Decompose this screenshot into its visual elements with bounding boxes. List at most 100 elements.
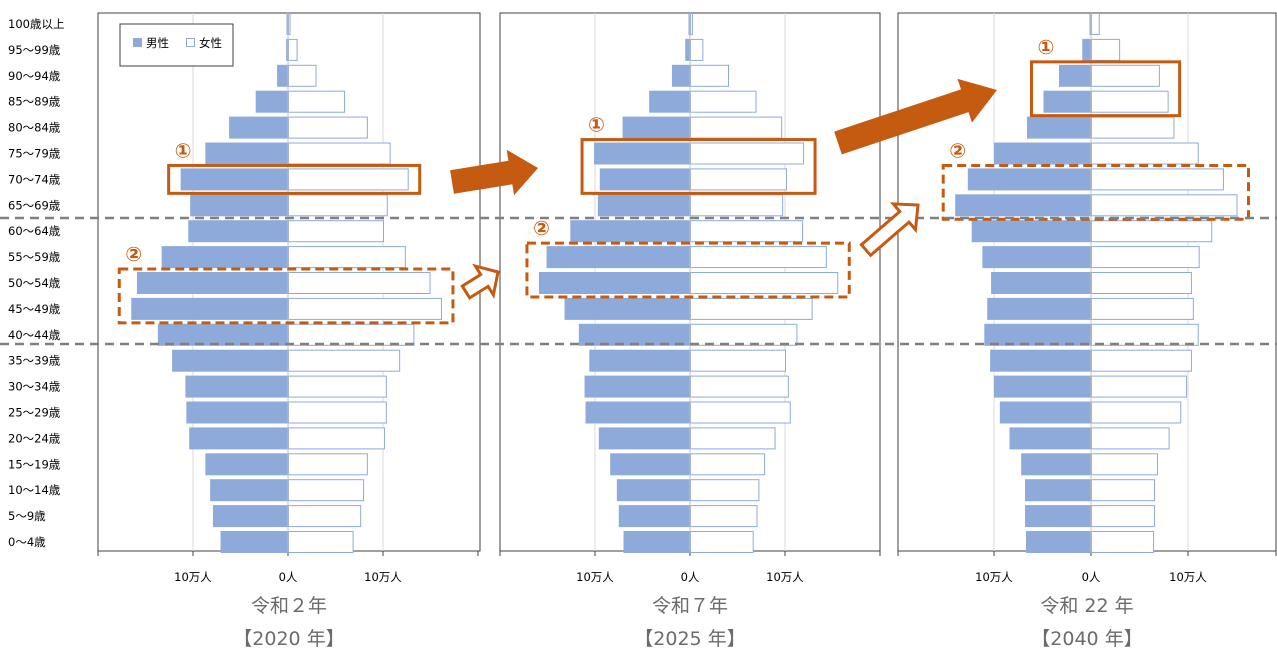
- male-bar: [157, 323, 288, 346]
- male-bar: [618, 505, 690, 528]
- arrow-outline-2020-2025: [460, 263, 500, 300]
- male-bar: [622, 116, 690, 139]
- female-bar: [690, 323, 798, 346]
- female-bar: [690, 479, 760, 502]
- female-bar: [288, 38, 298, 61]
- male-bar: [584, 375, 690, 398]
- age-label: 50～54歳: [8, 276, 61, 290]
- tick-label: 10万人: [576, 570, 614, 584]
- arrow-outline-2025-2040: [859, 202, 920, 258]
- male-bar: [991, 272, 1091, 294]
- male-bar: [189, 427, 288, 450]
- female-bar: [1091, 453, 1158, 476]
- male-bar: [585, 401, 690, 424]
- female-bar: [690, 13, 693, 35]
- female-bar: [1091, 349, 1192, 372]
- male-bar: [210, 479, 288, 502]
- male-bar: [623, 531, 690, 553]
- callout-number: ①: [175, 138, 192, 162]
- female-bar: [1091, 375, 1188, 398]
- female-bar: [288, 531, 354, 553]
- transition-arrows: [450, 78, 997, 300]
- male-bar: [186, 401, 288, 424]
- male-bar: [205, 142, 288, 165]
- male-bar: [987, 297, 1091, 320]
- female-bar: [690, 505, 758, 528]
- legend-male-swatch: [133, 38, 142, 47]
- age-label: 25～29歳: [8, 406, 61, 420]
- female-bar: [288, 194, 388, 217]
- male-bar: [185, 375, 288, 398]
- male-bar: [578, 323, 690, 346]
- female-bar: [288, 64, 317, 87]
- age-label: 65～69歳: [8, 198, 61, 212]
- female-bar: [690, 297, 813, 320]
- male-bar: [589, 349, 690, 372]
- male-bar: [212, 505, 288, 528]
- age-label: 45～49歳: [8, 302, 61, 316]
- female-bar: [1091, 505, 1156, 528]
- male-bar: [594, 142, 690, 165]
- panel-caption: 令和 22 年: [1040, 595, 1133, 617]
- legend-female-swatch: [186, 38, 195, 47]
- female-bar: [1091, 427, 1170, 450]
- callout-box-solid: [580, 138, 817, 195]
- tick-label: 10万人: [174, 570, 212, 584]
- female-bar: [288, 142, 391, 165]
- female-bar: [288, 505, 362, 528]
- male-bar: [971, 220, 1091, 243]
- female-bar: [288, 297, 442, 320]
- female-bar: [690, 38, 704, 61]
- female-bar: [288, 272, 431, 294]
- panel-caption: 令和７年: [652, 595, 728, 617]
- male-bar: [229, 116, 288, 139]
- female-bar: [690, 531, 754, 553]
- age-label: 95～99歳: [8, 43, 61, 57]
- age-guide-lines: [0, 216, 1277, 346]
- age-label: 75～79歳: [8, 147, 61, 161]
- age-label: 0～4歳: [8, 535, 46, 549]
- male-bar: [570, 220, 690, 243]
- female-bar: [288, 401, 387, 424]
- age-label: 5～9歳: [8, 509, 46, 523]
- callout-number: ②: [125, 242, 142, 266]
- female-bar: [1091, 168, 1224, 191]
- female-bar: [1091, 479, 1156, 502]
- male-bar: [546, 246, 690, 269]
- male-bar: [1021, 453, 1091, 476]
- female-bar: [1091, 142, 1199, 165]
- male-bar: [180, 168, 288, 191]
- female-bar: [288, 13, 291, 35]
- age-label: 40～44歳: [8, 328, 61, 342]
- male-bar: [161, 246, 288, 269]
- male-bar: [671, 64, 690, 87]
- male-bar: [1009, 427, 1091, 450]
- male-bar: [967, 168, 1091, 191]
- male-bar: [685, 38, 690, 61]
- female-bar: [690, 142, 805, 165]
- male-bar: [220, 531, 288, 553]
- female-bar: [690, 453, 766, 476]
- age-label: 90～94歳: [8, 69, 61, 83]
- female-bar: [288, 349, 401, 372]
- age-label: 10～14歳: [8, 483, 61, 497]
- male-bar: [1082, 38, 1091, 61]
- male-bar: [982, 246, 1091, 269]
- tick-label: 0人: [681, 570, 700, 584]
- male-bar: [538, 272, 690, 294]
- male-bar: [277, 64, 288, 87]
- male-bar: [597, 194, 690, 217]
- female-bar: [1091, 246, 1200, 269]
- age-label: 35～39歳: [8, 354, 61, 368]
- male-bar: [190, 194, 288, 217]
- legend-male-label: 男性: [146, 36, 169, 50]
- male-bar: [999, 401, 1091, 424]
- female-bar: [288, 453, 368, 476]
- male-bar: [994, 142, 1091, 165]
- female-bar: [690, 401, 791, 424]
- female-bar: [690, 168, 787, 191]
- male-bar: [1026, 531, 1091, 553]
